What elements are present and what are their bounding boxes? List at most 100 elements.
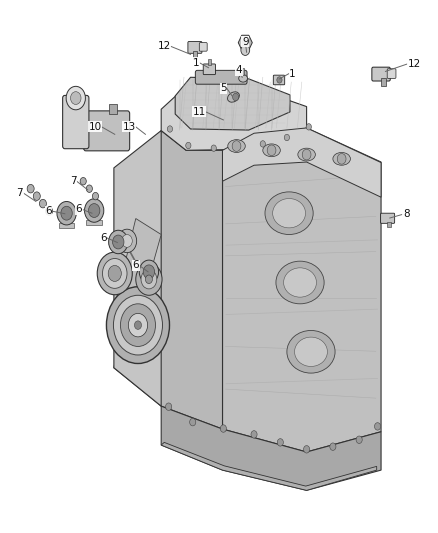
Text: 12: 12 [158,42,171,51]
Circle shape [61,206,72,220]
FancyBboxPatch shape [387,69,396,78]
Circle shape [108,265,121,281]
Text: 8: 8 [403,209,410,219]
Bar [208,59,211,65]
Ellipse shape [228,140,245,152]
FancyBboxPatch shape [195,70,247,84]
Bar [86,220,102,225]
Circle shape [167,126,173,132]
Polygon shape [114,219,161,325]
FancyBboxPatch shape [84,111,130,151]
Circle shape [122,235,132,247]
Circle shape [234,144,239,150]
Text: 9: 9 [242,37,249,46]
Circle shape [267,145,276,156]
Circle shape [356,436,362,443]
Polygon shape [161,86,307,150]
Ellipse shape [239,75,247,82]
Text: 1: 1 [289,69,296,78]
Bar [109,104,117,114]
Ellipse shape [272,198,306,228]
Text: 7: 7 [70,176,77,186]
Circle shape [260,141,265,147]
Ellipse shape [265,192,313,235]
Circle shape [109,230,128,254]
Circle shape [374,423,381,430]
Circle shape [33,192,40,200]
Circle shape [277,77,282,83]
Circle shape [97,252,132,295]
Ellipse shape [276,261,324,304]
Circle shape [166,403,172,410]
Ellipse shape [333,152,350,165]
Circle shape [86,185,92,192]
Polygon shape [238,35,252,50]
Text: 4: 4 [236,66,243,75]
Polygon shape [223,128,381,452]
Circle shape [211,145,216,151]
Circle shape [337,154,346,164]
Text: 5: 5 [220,84,227,93]
Circle shape [134,321,141,329]
Polygon shape [114,131,161,406]
Circle shape [186,142,191,149]
Polygon shape [175,77,290,130]
Bar [59,223,74,228]
Circle shape [71,92,81,104]
FancyBboxPatch shape [199,43,207,51]
Circle shape [233,93,239,101]
Bar [110,244,126,248]
Circle shape [136,263,162,295]
Circle shape [243,39,248,46]
Circle shape [85,199,104,222]
Circle shape [46,207,53,215]
Ellipse shape [287,330,335,373]
Text: 6: 6 [133,261,139,270]
Polygon shape [223,128,381,197]
Circle shape [145,275,152,284]
FancyBboxPatch shape [203,64,215,75]
FancyBboxPatch shape [273,75,285,85]
Ellipse shape [298,148,315,161]
FancyBboxPatch shape [381,213,395,223]
Circle shape [113,295,162,355]
Circle shape [80,177,86,185]
Circle shape [302,149,311,160]
FancyBboxPatch shape [63,95,89,149]
Bar [193,51,197,59]
Circle shape [106,287,170,364]
Circle shape [57,201,76,225]
Circle shape [304,446,310,453]
Circle shape [284,134,290,141]
Circle shape [88,204,100,217]
Bar [387,222,391,227]
Ellipse shape [263,144,280,157]
Text: 13: 13 [123,122,136,132]
Circle shape [120,304,155,346]
Circle shape [128,313,148,337]
Circle shape [232,141,241,151]
Circle shape [306,124,311,130]
Polygon shape [161,442,377,490]
Circle shape [220,425,226,432]
Circle shape [102,259,127,288]
Circle shape [27,184,34,193]
Bar [381,78,386,86]
Circle shape [66,86,85,110]
Ellipse shape [284,268,316,297]
Circle shape [251,431,257,438]
Bar [242,68,244,75]
Text: 6: 6 [76,205,82,214]
Circle shape [330,443,336,450]
Bar [141,273,157,278]
Circle shape [92,192,99,200]
Text: 6: 6 [100,233,106,243]
Text: 1: 1 [193,58,200,68]
Polygon shape [161,406,381,490]
Circle shape [241,45,250,55]
Text: 7: 7 [17,188,23,198]
Circle shape [277,439,283,446]
Circle shape [117,229,137,253]
Circle shape [113,235,124,249]
Text: 12: 12 [407,59,420,69]
